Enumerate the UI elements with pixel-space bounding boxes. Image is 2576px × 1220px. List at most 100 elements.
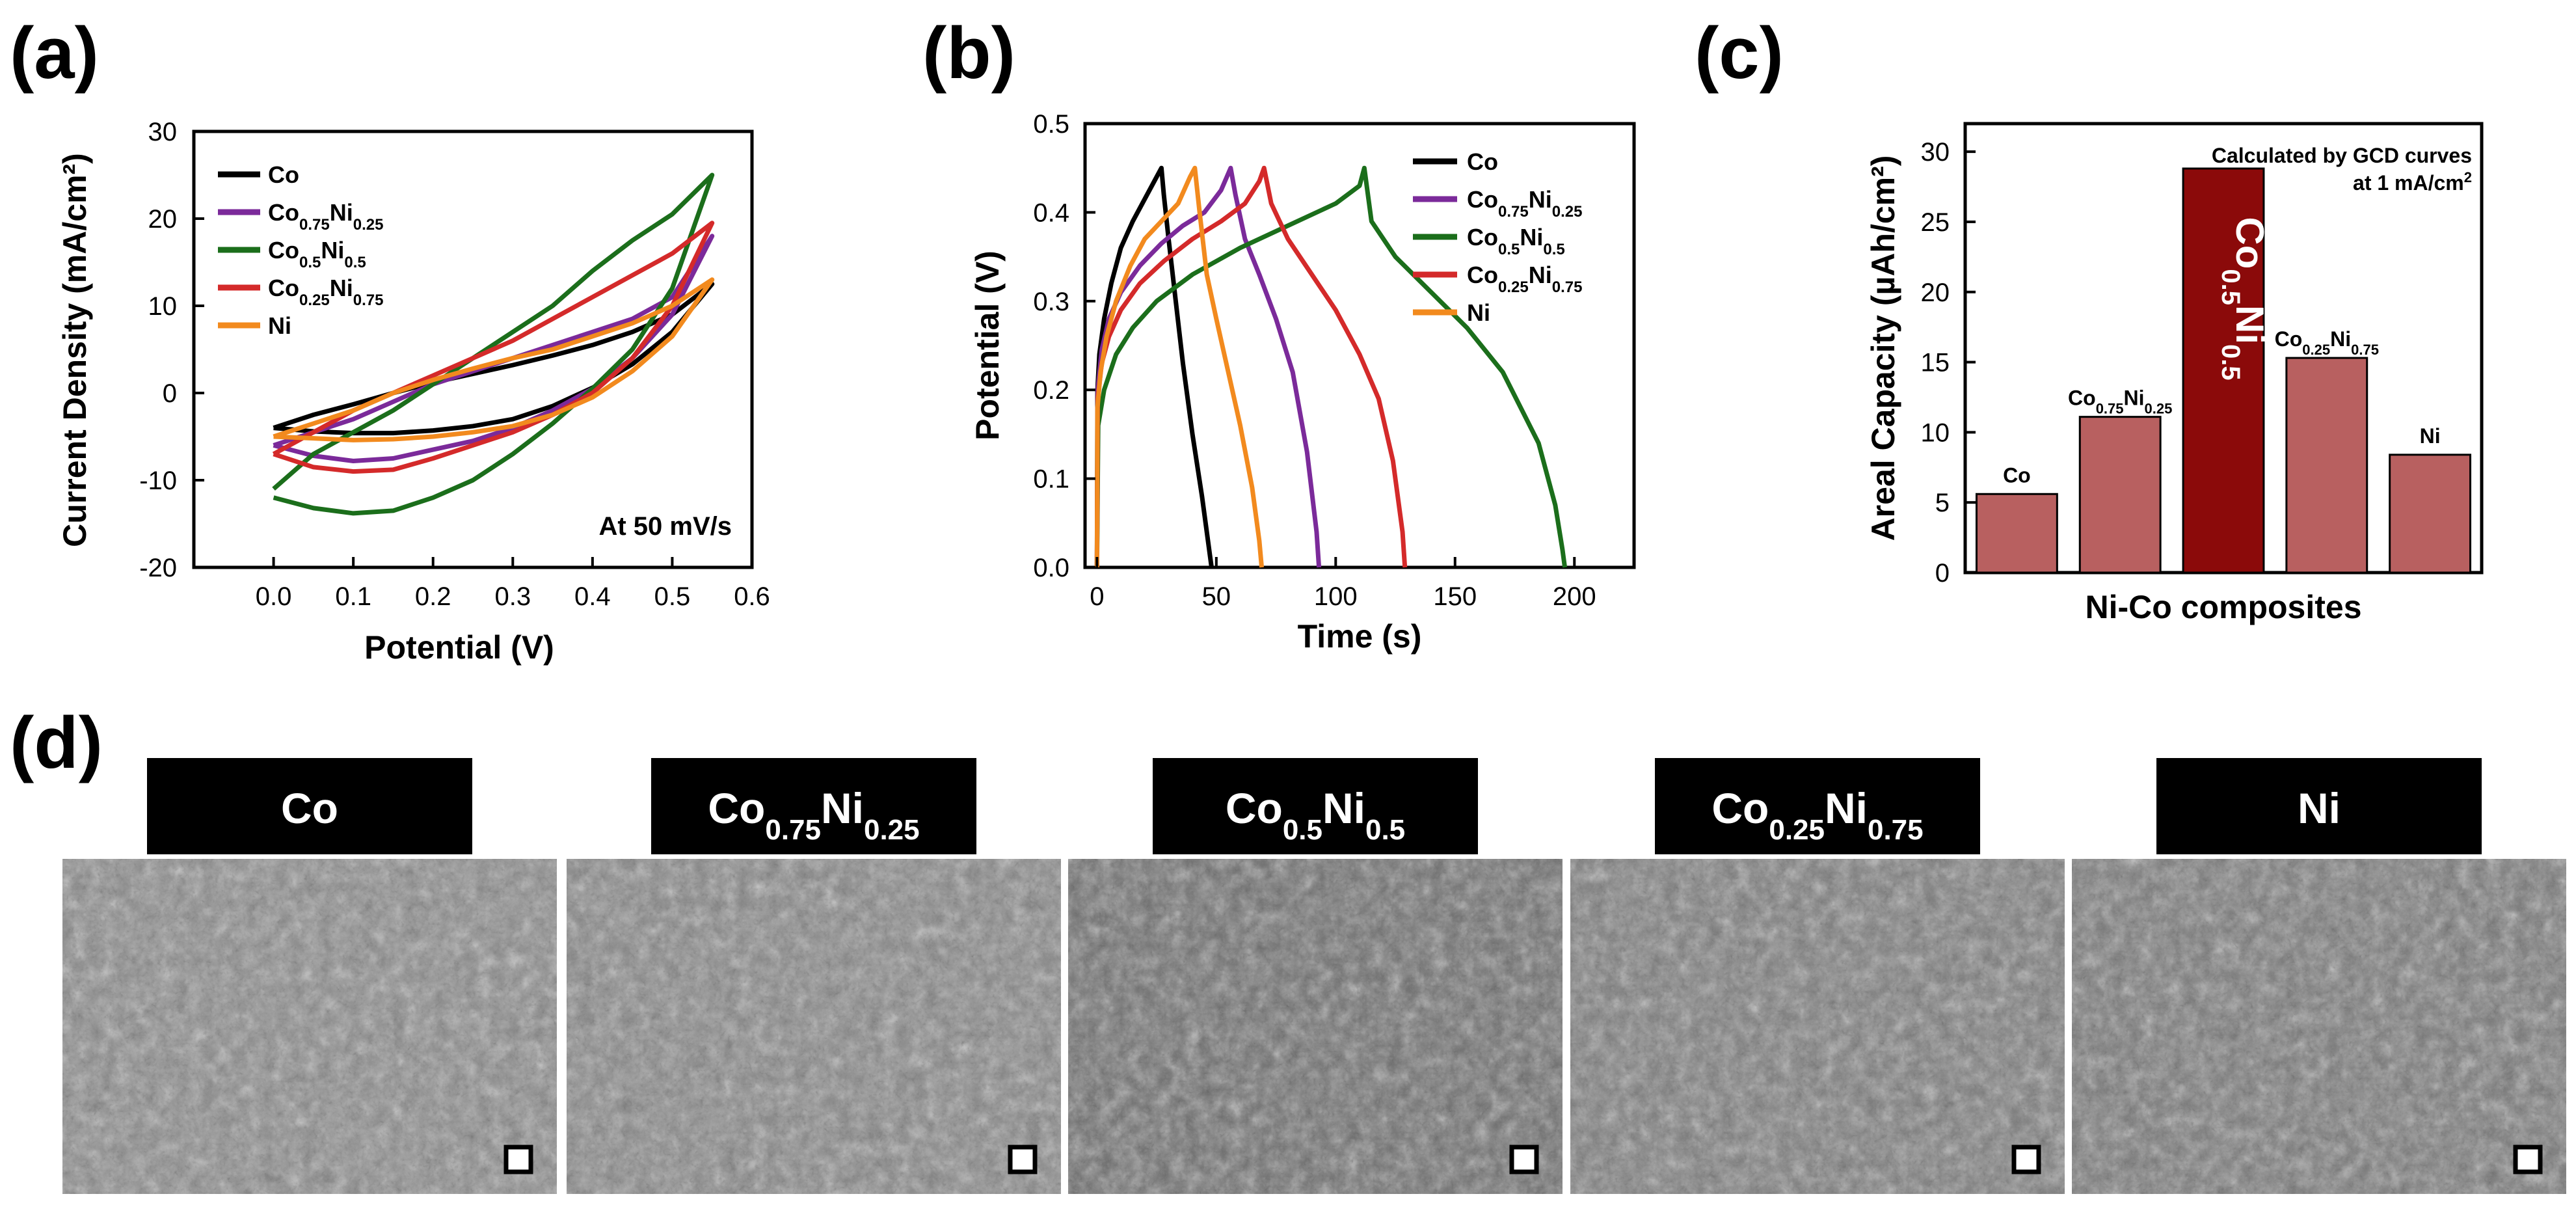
gcd-legend-label: Ni [1467, 299, 1490, 326]
cv-y-tick-label: 20 [148, 205, 178, 234]
cv-y-tick-label: -20 [139, 554, 177, 582]
gcd-curve-Co075Ni025 [1094, 165, 1322, 568]
cv-legend-label: Co [268, 161, 299, 188]
cv-chart: 0.0 0.1 0.2 0.3 0.4 0.5 0.6 -20 -10 0 10 20 30 Poten… [57, 118, 770, 666]
cv-legend-label: Co0.5Ni0.5 [268, 237, 366, 271]
cv-x-tick-label: 0.1 [335, 582, 371, 611]
panel-label-d: (d) [10, 702, 103, 783]
capacity-y-tick-label: 10 [1921, 418, 1950, 447]
cv-legend-label: Co0.25Ni0.75 [268, 275, 383, 309]
sem-label: Co0.25Ni0.75 [1711, 784, 1923, 846]
gcd-x-axis-label: Time (s) [1298, 618, 1422, 655]
capacity-bar-label: Co0.25Ni0.75 [2275, 327, 2379, 358]
capacity-ticks: 0 5 10 15 20 25 30 [1921, 138, 1976, 588]
cv-y-tick-label: -10 [139, 467, 177, 495]
gcd-legend-label: Co0.75Ni0.25 [1467, 186, 1582, 221]
capacity-bar-label: Co0.5Ni0.5 [2216, 217, 2272, 380]
gcd-x-tick-label: 50 [1202, 582, 1231, 611]
gcd-y-tick-label: 0.5 [1033, 110, 1069, 139]
capacity-bar [2285, 357, 2368, 574]
sem-label: Co0.5Ni0.5 [1226, 784, 1405, 846]
cv-y-tick-label: 0 [163, 379, 177, 408]
capacity-bar-label: Co [2003, 463, 2031, 487]
gcd-x-tick-label: 0 [1090, 582, 1104, 611]
cv-x-tick-label: 0.2 [415, 582, 451, 611]
scale-marker [2011, 1145, 2041, 1174]
capacity-bar [2182, 167, 2265, 574]
sem-micrograph [1068, 859, 1563, 1194]
sem-label-box [2156, 758, 2482, 854]
capacity-x-axis-label: Ni-Co composites [2085, 589, 2361, 625]
sem-label: Co0.75Ni0.25 [708, 784, 919, 846]
panel-label-c: (c) [1695, 12, 1784, 94]
cv-x-tick-label: 0.3 [494, 582, 531, 611]
cv-legend-label: Ni [268, 312, 291, 339]
capacity-y-tick-label: 20 [1921, 278, 1950, 307]
gcd-y-tick-label: 0.2 [1033, 376, 1069, 405]
capacity-y-axis-label: Areal Capacity (µAh/cm²) [1865, 156, 1901, 541]
capacity-annotation-line2: at 1 mA/cm2 [2353, 169, 2472, 195]
gcd-x-tick-label: 200 [1553, 582, 1596, 611]
cv-x-tick-label: 0.4 [574, 582, 611, 611]
scale-marker [1509, 1145, 1539, 1174]
gcd-plot-frame [1083, 122, 1636, 569]
gcd-series-group [1094, 165, 1568, 568]
cv-legend-label: Co0.75Ni0.25 [268, 199, 383, 234]
panel-label-a: (a) [10, 12, 99, 94]
cv-curve-Co05Ni05 [272, 172, 715, 516]
gcd-y-tick-label: 0.4 [1033, 198, 1069, 227]
cv-x-tick-label: 0.6 [734, 582, 770, 611]
capacity-bar [2078, 416, 2162, 574]
capacity-bar-label: Co0.75Ni0.25 [2068, 386, 2172, 417]
cv-y-axis-label: Current Density (mA/cm²) [57, 153, 93, 547]
capacity-y-tick-label: 0 [1935, 559, 1950, 588]
gcd-x-tick-label: 150 [1433, 582, 1477, 611]
capacity-annotation-line1: Calculated by GCD curves [2212, 144, 2472, 167]
capacity-y-tick-label: 25 [1921, 208, 1950, 237]
gcd-y-axis-label: Potential (V) [969, 251, 1006, 441]
gcd-ticks: 0 50 100 150 200 0.0 0.1 0.2 0.3 0.4 0.5 [1033, 110, 1596, 611]
gcd-y-tick-label: 0.3 [1033, 288, 1069, 316]
sem-micrograph [2072, 859, 2566, 1194]
gcd-y-tick-label: 0.0 [1033, 554, 1069, 582]
capacity-bar-label: Ni [2420, 424, 2441, 448]
gcd-legend-label: Co [1467, 148, 1498, 175]
capacity-y-tick-label: 15 [1921, 349, 1950, 377]
sem-micrograph [1570, 859, 2065, 1194]
cv-annotation: At 50 mV/s [598, 512, 732, 541]
gcd-curve-Co05Ni05 [1094, 165, 1568, 568]
gcd-x-tick-label: 100 [1314, 582, 1358, 611]
sem-label-box [147, 758, 472, 854]
capacity-y-tick-label: 30 [1921, 138, 1950, 167]
cv-curve-Ni [273, 277, 715, 442]
sem-label-box [651, 758, 976, 854]
sem-label-box [1153, 758, 1478, 854]
panel-label-b: (b) [922, 12, 1015, 94]
gcd-curve-Ni [1094, 165, 1265, 568]
gcd-legend-label: Co0.25Ni0.75 [1467, 262, 1582, 296]
sem-label-box [1655, 758, 1980, 854]
cv-curve-Co075Ni025 [273, 234, 715, 464]
sem-micrograph-row: Co Co0.75Ni0.25 Co0.5Ni0.5 Co0.25Ni0.75 Ni [62, 758, 2566, 1194]
scale-marker [2513, 1145, 2543, 1174]
capacity-bar [1975, 493, 2058, 574]
gcd-curve-Co [1094, 165, 1214, 568]
cv-plot-frame [192, 129, 754, 569]
cv-x-tick-label: 0.5 [654, 582, 691, 611]
sem-label: Co [281, 784, 338, 832]
capacity-y-tick-label: 5 [1935, 489, 1950, 517]
scale-marker [503, 1145, 533, 1174]
cv-ticks: 0.0 0.1 0.2 0.3 0.4 0.5 0.6 -20 -10 0 10 20 30 [139, 118, 770, 611]
sem-micrograph [567, 859, 1061, 1194]
scale-marker [1008, 1145, 1038, 1174]
gcd-curve-Co025Ni075 [1094, 165, 1408, 568]
cv-y-tick-label: 30 [148, 118, 178, 146]
sem-micrograph [62, 859, 557, 1194]
cv-x-tick-label: 0.0 [256, 582, 292, 611]
